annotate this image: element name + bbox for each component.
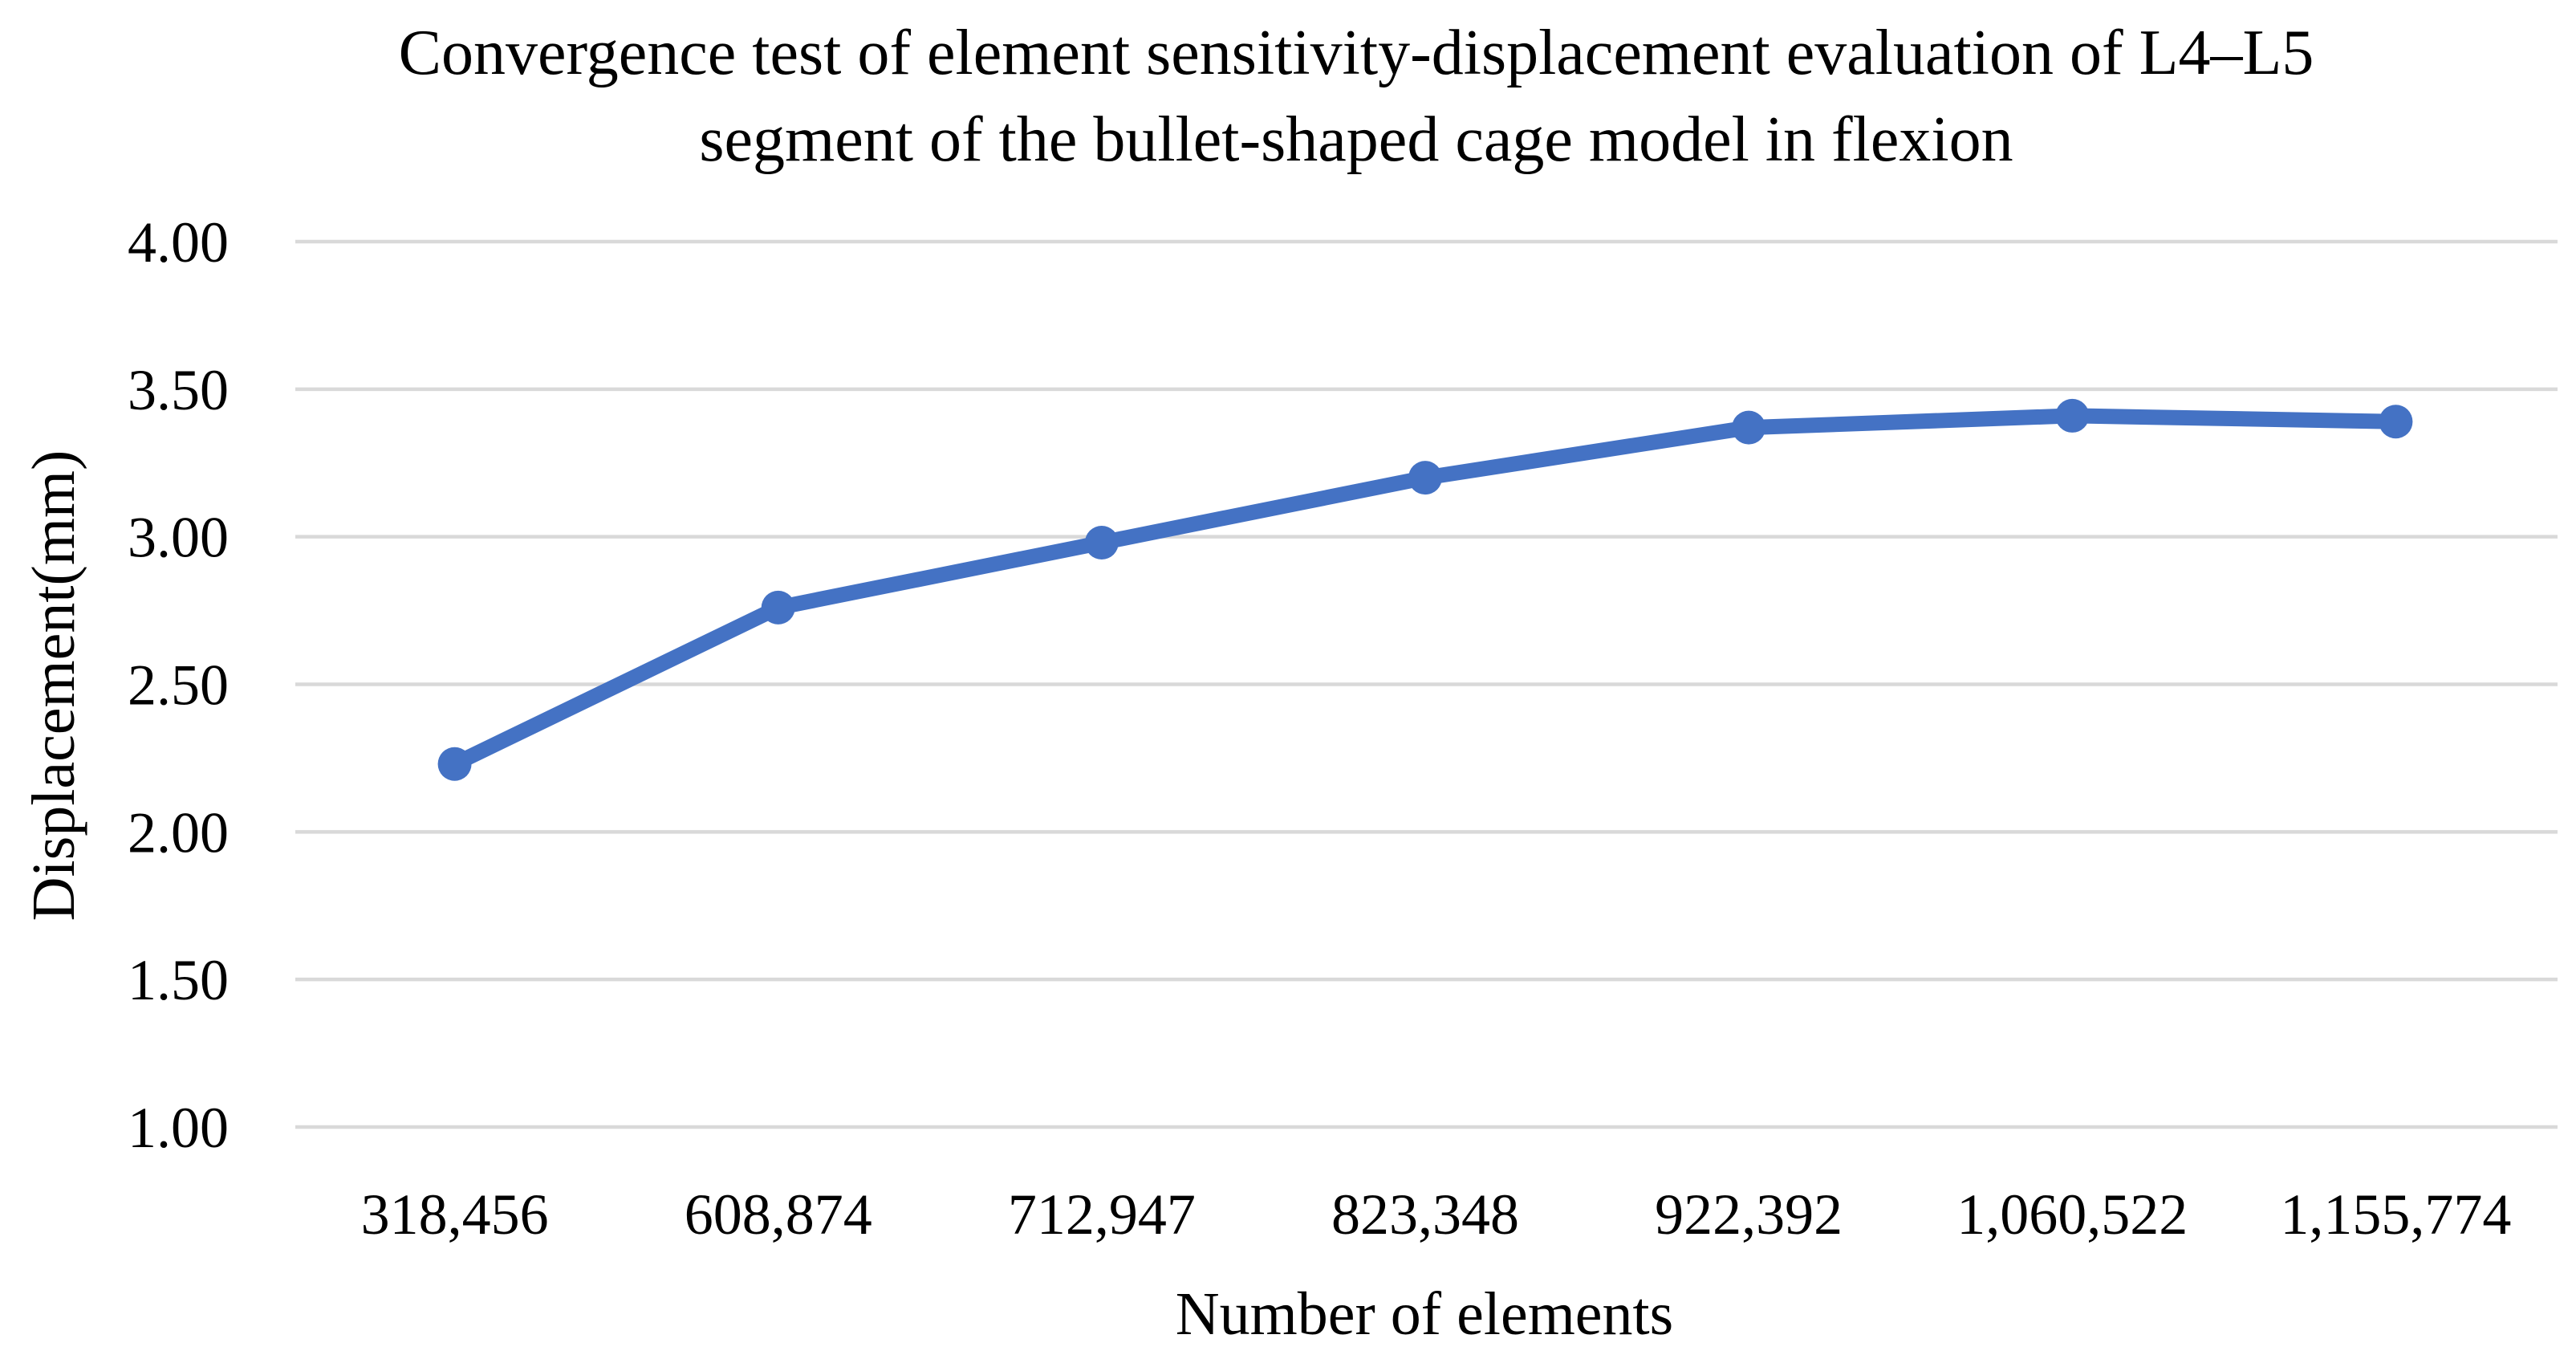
y-tick-label: 2.50 xyxy=(128,653,229,718)
y-tick-label: 3.00 xyxy=(128,506,229,570)
data-point-marker xyxy=(1408,461,1442,495)
y-tick-label: 3.50 xyxy=(128,358,229,422)
data-series xyxy=(437,398,2413,781)
y-axis-title: Displacement(mm) xyxy=(20,450,87,922)
y-tick-label: 4.00 xyxy=(128,210,229,275)
y-tick-label: 1.00 xyxy=(128,1096,229,1160)
x-tick-label: 1,060,522 xyxy=(1956,1182,2188,1247)
x-tick-label: 823,348 xyxy=(1331,1182,1519,1247)
chart-title-line-1: Convergence test of element sensitivity-… xyxy=(399,18,2314,88)
y-tick-labels: 4.00 3.50 3.00 2.50 2.00 1.50 1.00 xyxy=(128,210,229,1160)
data-point-marker xyxy=(1732,410,1766,445)
data-point-marker xyxy=(437,747,472,781)
data-point-marker xyxy=(1084,526,1119,560)
x-tick-label: 712,947 xyxy=(1008,1182,1196,1247)
x-tick-labels: 318,456 608,874 712,947 823,348 922,392 1,060… xyxy=(361,1182,2512,1247)
x-tick-label: 318,456 xyxy=(361,1182,549,1247)
data-point-marker xyxy=(2055,398,2090,433)
x-tick-label: 922,392 xyxy=(1655,1182,1843,1247)
x-tick-label: 608,874 xyxy=(685,1182,872,1247)
gridlines xyxy=(295,239,2558,1129)
data-point-marker xyxy=(761,590,795,625)
y-tick-label: 1.50 xyxy=(128,948,229,1012)
x-tick-label: 1,155,774 xyxy=(2280,1182,2511,1247)
data-point-marker xyxy=(2379,405,2413,439)
y-tick-label: 2.00 xyxy=(128,800,229,865)
x-axis-title: Number of elements xyxy=(1176,1280,1673,1348)
chart-title-line-2: segment of the bullet-shaped cage model … xyxy=(699,104,2013,175)
